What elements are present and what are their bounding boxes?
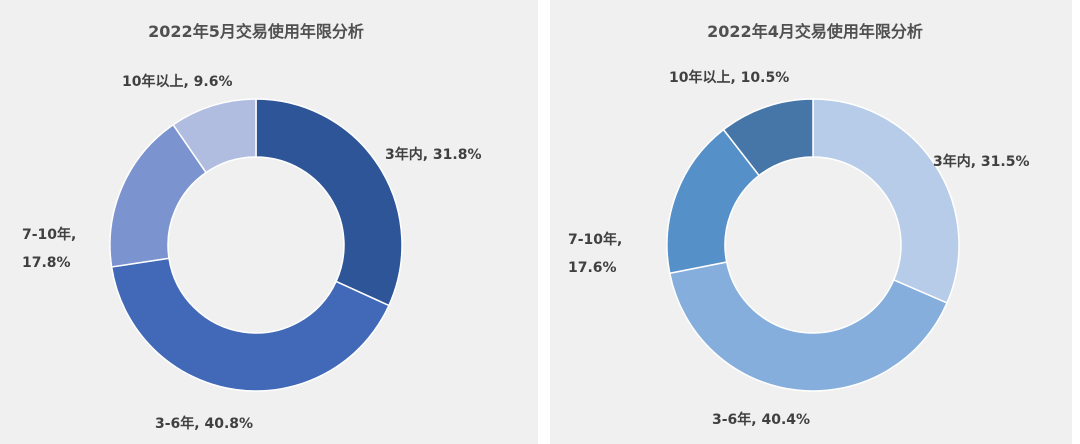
donut-slice <box>722 98 814 177</box>
donut-slice <box>668 261 948 392</box>
donut-slice <box>110 257 390 392</box>
chart-title: 2022年4月交易使用年限分析 <box>707 22 923 41</box>
data-label: 10年以上, 9.6% <box>122 74 233 90</box>
chart-title: 2022年5月交易使用年限分析 <box>148 22 364 41</box>
data-label: 7-10年, 17.8% <box>22 227 77 271</box>
data-label: 3-6年, 40.4% <box>712 412 811 428</box>
donut-slice <box>812 98 960 304</box>
data-label: 7-10年, 17.6% <box>568 232 623 276</box>
data-label: 10年以上, 10.5% <box>669 70 790 86</box>
data-label: 3年内, 31.8% <box>385 147 482 163</box>
data-label: 3年内, 31.5% <box>933 154 1030 170</box>
data-label: 3-6年, 40.8% <box>155 416 254 432</box>
donut-slice <box>255 98 403 307</box>
donut-slice <box>172 98 257 174</box>
